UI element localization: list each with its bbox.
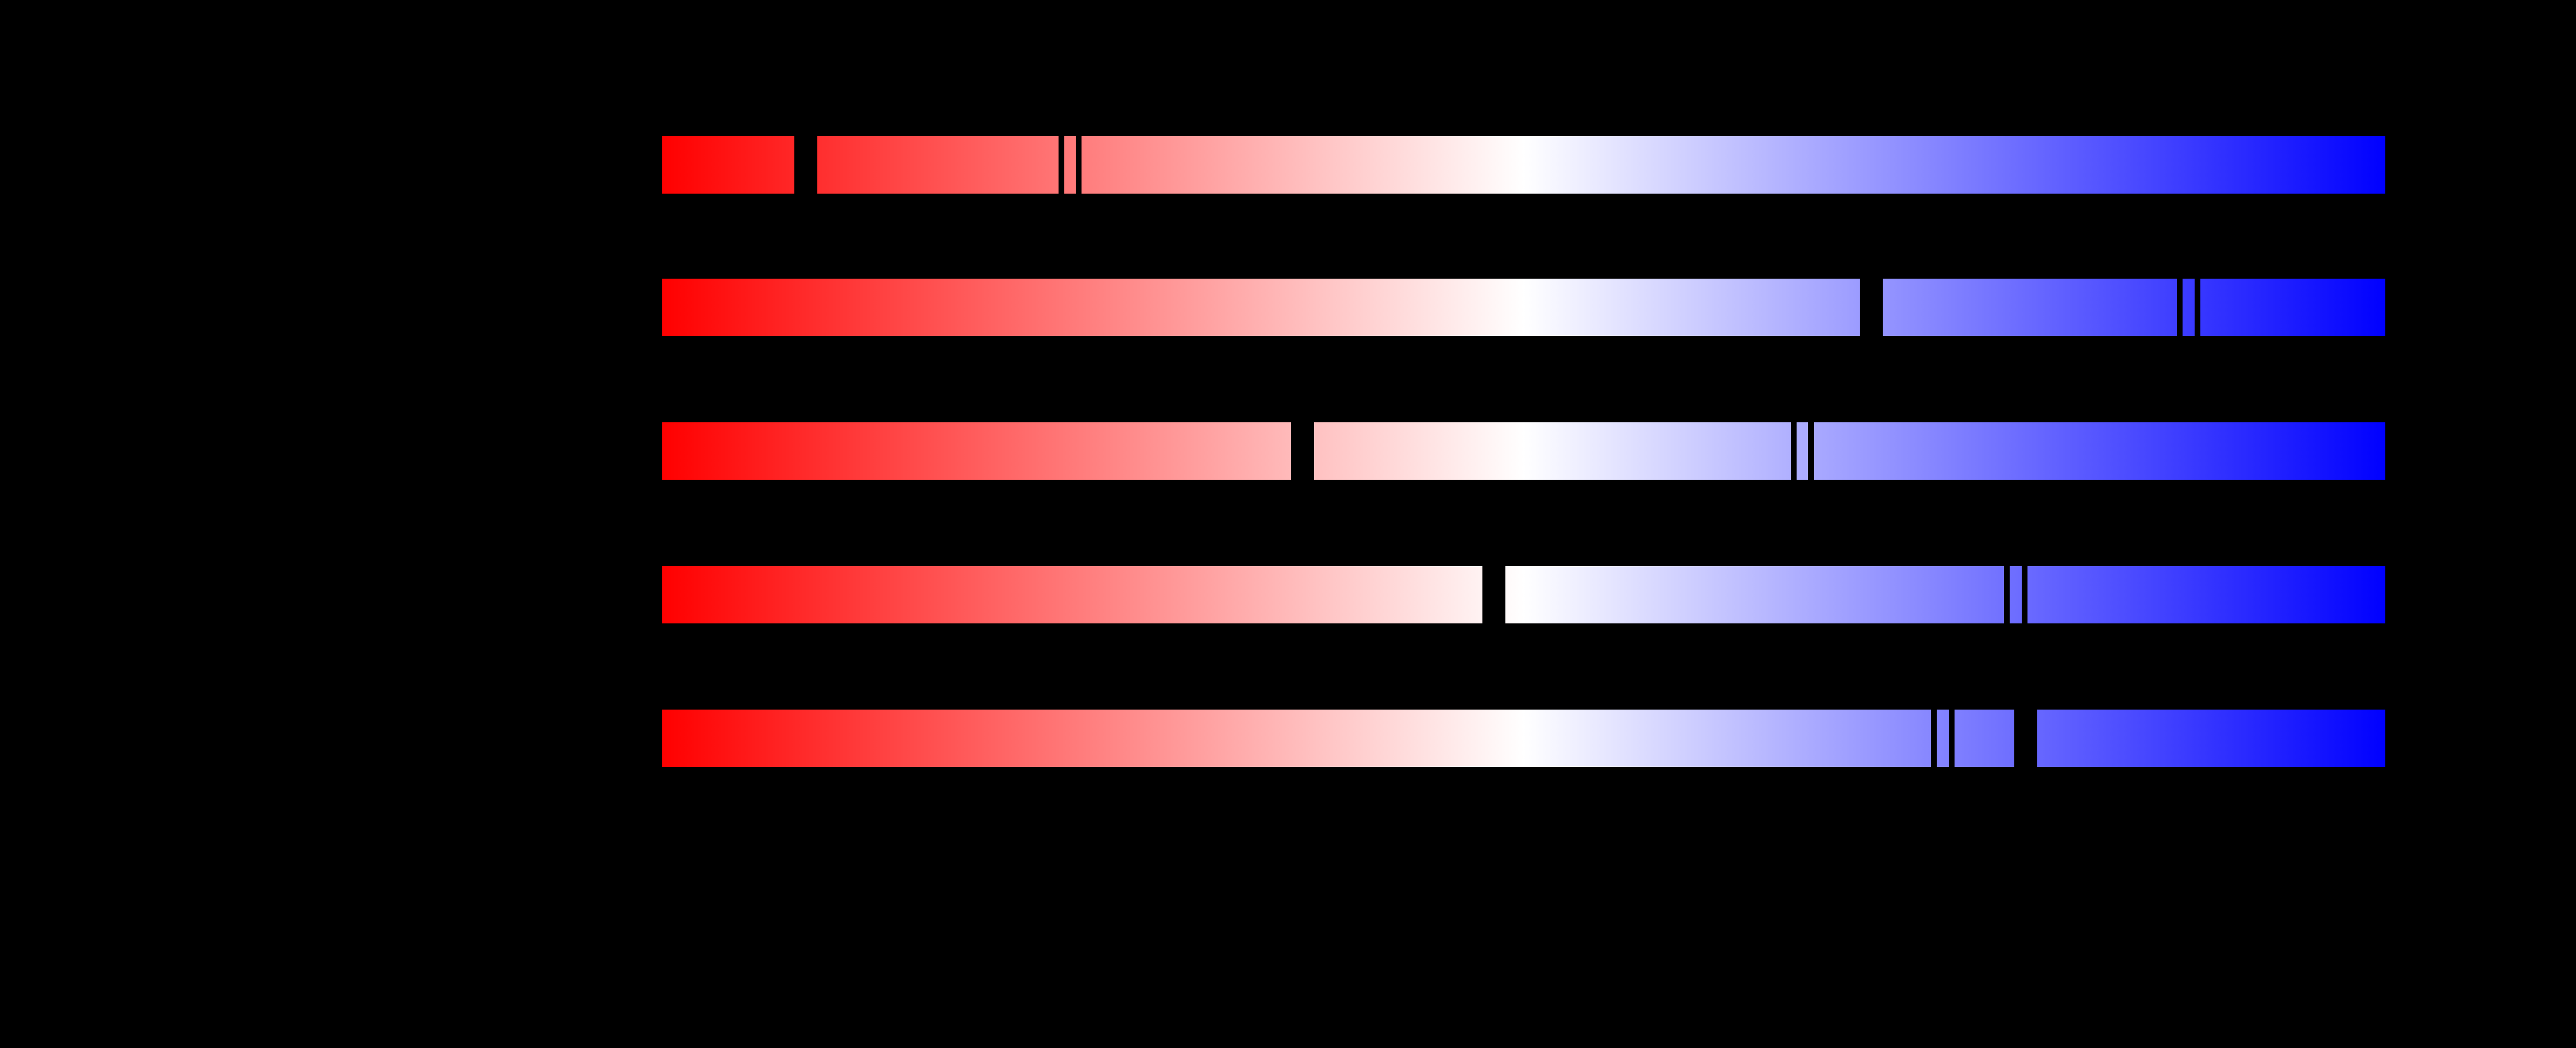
thin-tick-marker-1	[2003, 566, 2010, 623]
thin-tick-marker-2	[1076, 136, 1082, 194]
wide-gap-marker	[2014, 710, 2037, 767]
thin-tick-marker-2	[1948, 710, 1955, 767]
thin-tick-marker-1	[1059, 136, 1065, 194]
thin-tick-marker-2	[2021, 566, 2027, 623]
wide-gap-marker	[1482, 566, 1506, 623]
thin-tick-marker-1	[1791, 422, 1797, 480]
gradient-bar-row-1	[662, 136, 2385, 194]
gradient-bar-row-3	[662, 422, 2385, 480]
wide-gap-marker	[794, 136, 817, 194]
thin-tick-marker-2	[2195, 279, 2200, 336]
gradient-bar-row-2	[662, 279, 2385, 336]
gradient-bar-row-4	[662, 566, 2385, 623]
wide-gap-marker	[1291, 422, 1314, 480]
thin-tick-marker-1	[1931, 710, 1937, 767]
thin-tick-marker-2	[1808, 422, 1814, 480]
wide-gap-marker	[1860, 279, 1883, 336]
gradient-bar-row-5	[662, 710, 2385, 767]
thin-tick-marker-1	[2177, 279, 2183, 336]
